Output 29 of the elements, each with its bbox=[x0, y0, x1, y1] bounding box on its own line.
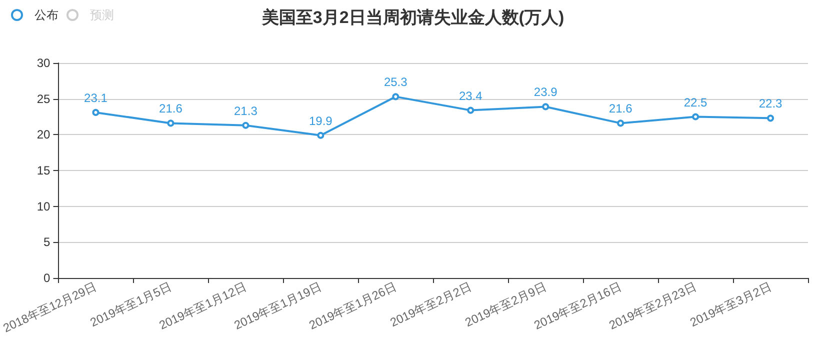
data-label: 22.5 bbox=[684, 95, 708, 110]
y-tick-label: 25 bbox=[36, 92, 51, 106]
data-label: 21.3 bbox=[234, 104, 258, 118]
data-label: 21.6 bbox=[159, 102, 183, 116]
data-label: 19.9 bbox=[308, 114, 333, 128]
y-tick-label: 30 bbox=[36, 56, 51, 70]
data-label: 23.4 bbox=[458, 88, 483, 103]
data-label: 21.6 bbox=[608, 102, 633, 116]
point bbox=[317, 132, 324, 139]
point bbox=[167, 120, 174, 127]
chart-title: 美国至3月2日当周初请失业金人数(万人) bbox=[260, 8, 564, 27]
point bbox=[242, 122, 250, 129]
y-tick-label: 20 bbox=[36, 128, 51, 142]
data-label: 22.3 bbox=[758, 96, 783, 111]
point bbox=[92, 108, 100, 116]
y-tick-label: 15 bbox=[36, 164, 51, 178]
data-label: 25.3 bbox=[384, 75, 408, 90]
point bbox=[542, 103, 550, 110]
legend-label: 公布 bbox=[34, 8, 58, 22]
y-tick-label: 0 bbox=[44, 271, 51, 285]
y-tick-label: 10 bbox=[36, 199, 51, 214]
point bbox=[692, 113, 700, 120]
point bbox=[392, 93, 400, 100]
data-label: 23.1 bbox=[84, 90, 108, 105]
point bbox=[467, 106, 474, 114]
point bbox=[617, 120, 624, 127]
data-label: 23.9 bbox=[534, 85, 558, 100]
point bbox=[767, 114, 774, 122]
y-tick-label: 5 bbox=[44, 235, 51, 250]
